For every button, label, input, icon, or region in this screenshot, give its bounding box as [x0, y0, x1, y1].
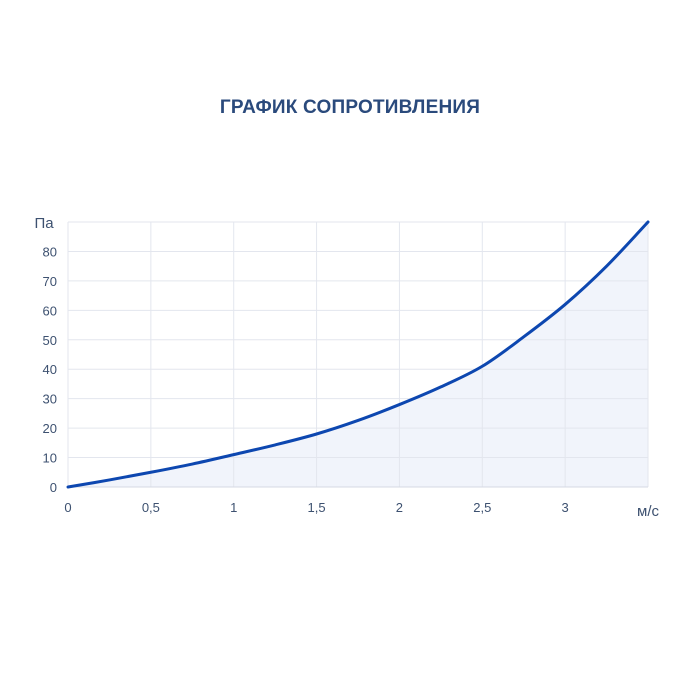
y-tick-label: 30 — [43, 392, 57, 407]
y-tick-label: 70 — [43, 274, 57, 289]
y-tick-label: 0 — [50, 480, 57, 495]
x-tick-label: 3 — [562, 500, 569, 515]
x-axis-label: м/с — [637, 503, 659, 520]
y-tick-label: 20 — [43, 421, 57, 436]
y-axis-label: Па — [34, 215, 54, 232]
y-tick-label: 50 — [43, 333, 57, 348]
y-tick-label: 60 — [43, 303, 57, 318]
y-tick-label: 10 — [43, 451, 57, 466]
x-tick-label: 2,5 — [473, 500, 491, 515]
x-tick-label: 0,5 — [142, 500, 160, 515]
y-tick-label: 80 — [43, 244, 57, 259]
x-tick-label: 0 — [64, 500, 71, 515]
chart-title: ГРАФИК СОПРОТИВЛЕНИЯ — [219, 97, 481, 118]
x-tick-label: 1 — [230, 500, 237, 515]
x-tick-label: 1,5 — [308, 500, 326, 515]
area-fill — [68, 222, 648, 487]
resistance-line — [66, 220, 650, 489]
x-tick-label: 2 — [396, 500, 403, 515]
y-tick-label: 40 — [43, 362, 57, 377]
